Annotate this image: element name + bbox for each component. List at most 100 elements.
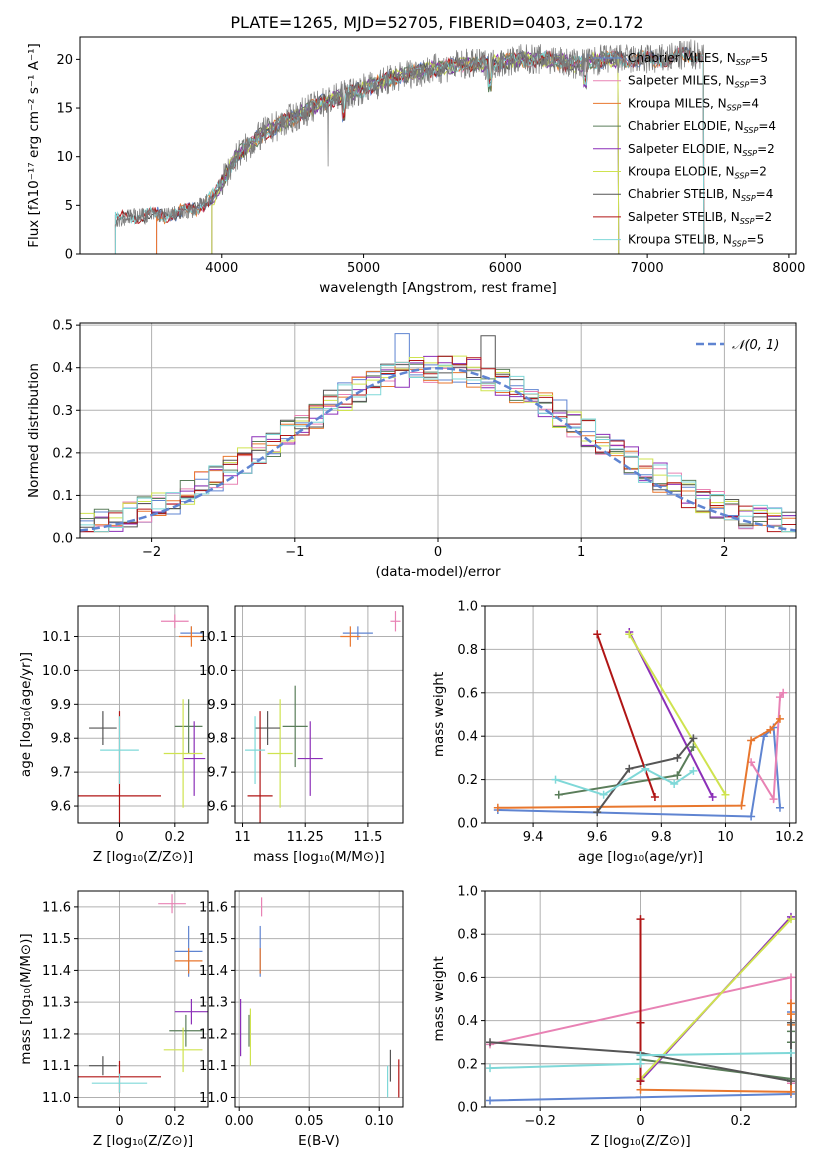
y-tick-label: 0.0: [457, 1101, 478, 1116]
y-tick-label: 11.2: [199, 1027, 228, 1042]
x-tick-label: 5000: [347, 261, 380, 276]
plot-age_vs_Z: 0 0.2 9.6 9.7 9.8 9.9 10.0 10.1 Z [log₁₀(Z/Z⊙)] a…: [18, 605, 209, 865]
x-tick-label: −2: [142, 545, 161, 560]
weight-marker: [766, 725, 775, 734]
weight-marker: [786, 1087, 795, 1096]
x-tick-label: 8000: [772, 261, 805, 276]
weight-marker: [486, 1038, 495, 1047]
weight-line-kroupa-stelib: [489, 1052, 792, 1070]
weight-marker: [551, 775, 560, 784]
y-tick-label: 11.1: [199, 1059, 228, 1074]
x-tick-label: 11.25: [287, 830, 324, 845]
x-tick-label: 0.10: [365, 1114, 394, 1129]
y-axis-label: mass weight: [431, 672, 447, 757]
legend: 𝒩(0, 1): [696, 338, 779, 353]
x-tick-label: 9.8: [651, 830, 672, 845]
y-tick-label: 0.0: [457, 817, 478, 832]
plot-weight_vs_age: 9.4 9.6 9.8 10 10.2 0.0 0.2 0.4 0.6 0.8 1.0 age [lo…: [431, 600, 804, 866]
weight-marker: [786, 1077, 795, 1086]
weight-marker: [625, 764, 634, 773]
y-tick-label: 11.4: [199, 964, 228, 979]
x-tick-label: 0: [115, 1114, 123, 1129]
y-axis-label: Flux [fλ10⁻¹⁷ erg cm⁻² s⁻¹ A⁻¹]: [26, 43, 42, 248]
plot-area: [78, 894, 208, 1093]
y-tick-label: 10.0: [42, 664, 71, 679]
legend-label: Kroupa ELODIE, NSSP=2: [628, 165, 767, 181]
axes-frame: [77, 605, 209, 824]
legend-label: 𝒩(0, 1): [732, 338, 779, 353]
weight-marker: [673, 753, 682, 762]
weight-marker: [786, 915, 795, 924]
model-line-chabrier-elodie: [211, 49, 620, 254]
y-tick-label: 9.6: [50, 800, 71, 815]
plot-mass_vs_ebv: 0.00 0.05 0.10 11.0 11.1 11.2 11.3 11.4 11.5 11.6…: [199, 890, 404, 1149]
x-tick-label: 11.5: [353, 830, 382, 845]
weight-marker: [599, 790, 608, 799]
legend-label: Chabrier MILES, NSSP=5: [628, 51, 768, 67]
axes-frame: [484, 605, 797, 824]
y-tick-label: 10: [56, 150, 73, 165]
weight-marker: [673, 771, 682, 780]
plot-area: [240, 897, 400, 1098]
weight-marker: [747, 812, 756, 821]
weight-marker: [786, 999, 795, 1008]
x-tick-label: 6000: [489, 261, 522, 276]
y-tick-label: 11.2: [42, 1027, 71, 1042]
weight-marker: [786, 1010, 795, 1019]
weight-marker: [636, 1059, 645, 1068]
y-tick-label: 0.0: [52, 532, 73, 547]
legend-label: Chabrier ELODIE, NSSP=4: [628, 119, 776, 135]
plot-area: [486, 912, 795, 1105]
y-tick-label: 0.4: [457, 1014, 478, 1029]
plot-area: [493, 628, 788, 821]
y-tick-label: 11.5: [199, 932, 228, 947]
weight-marker: [641, 764, 650, 773]
y-tick-label: 11.0: [199, 1091, 228, 1106]
weight-marker: [769, 795, 778, 804]
x-tick-label: −0.2: [524, 1114, 556, 1129]
weight-line-salpeter-miles: [750, 692, 785, 803]
y-tick-label: 10.1: [199, 630, 228, 645]
y-tick-label: 11.3: [42, 996, 71, 1011]
model-line-kroupa-elodie: [211, 50, 620, 254]
y-tick-label: 0.1: [52, 489, 73, 504]
y-tick-label: 10.0: [199, 664, 228, 679]
model-line-salpeter-elodie: [211, 51, 620, 254]
legend-label: Kroupa STELIB, NSSP=5: [628, 233, 764, 249]
y-tick-label: 20: [56, 53, 73, 68]
x-tick-label: 0: [115, 830, 123, 845]
y-tick-label: 0.3: [52, 404, 73, 419]
x-tick-label: 4000: [205, 261, 238, 276]
weight-marker: [636, 1051, 645, 1060]
y-tick-label: 11.4: [42, 964, 71, 979]
x-tick-label: 7000: [631, 261, 664, 276]
axes-frame: [77, 890, 209, 1108]
y-tick-label: 0.2: [457, 1057, 478, 1072]
weight-line-kroupa-miles: [640, 1003, 792, 1093]
model-line-chabrier-stelib: [114, 45, 705, 254]
y-tick-label: 15: [56, 102, 73, 117]
y-axis-label: age [log₁₀(age/yr)]: [18, 652, 34, 777]
axes-frame: [234, 605, 404, 824]
weight-marker: [708, 792, 717, 801]
x-tick-label: 9.6: [587, 830, 608, 845]
y-tick-label: 9.7: [50, 766, 71, 781]
x-tick-label: 0: [636, 1114, 644, 1129]
plot-weight_vs_Z: −0.2 0 0.2 0.0 0.2 0.4 0.6 0.8 1.0 Z [log₁₀(Z/Z⊙)…: [431, 885, 797, 1149]
y-tick-label: 11.0: [42, 1091, 71, 1106]
plot-area: [80, 333, 796, 533]
x-tick-label: 10: [717, 830, 734, 845]
x-tick-label: 0.05: [295, 1114, 324, 1129]
x-axis-label: (data-model)/error: [375, 564, 501, 580]
weight-marker: [486, 1096, 495, 1105]
y-tick-label: 9.7: [207, 766, 228, 781]
weight-marker: [593, 630, 602, 639]
x-tick-label: 2: [720, 545, 728, 560]
weight-line-kroupa-miles: [497, 718, 781, 809]
weight-line-chabrier-stelib: [596, 737, 695, 813]
y-tick-label: 9.8: [50, 732, 71, 747]
y-tick-label: 0.2: [52, 446, 73, 461]
y-tick-label: 9.9: [207, 698, 228, 713]
y-tick-label: 11.1: [42, 1059, 71, 1074]
